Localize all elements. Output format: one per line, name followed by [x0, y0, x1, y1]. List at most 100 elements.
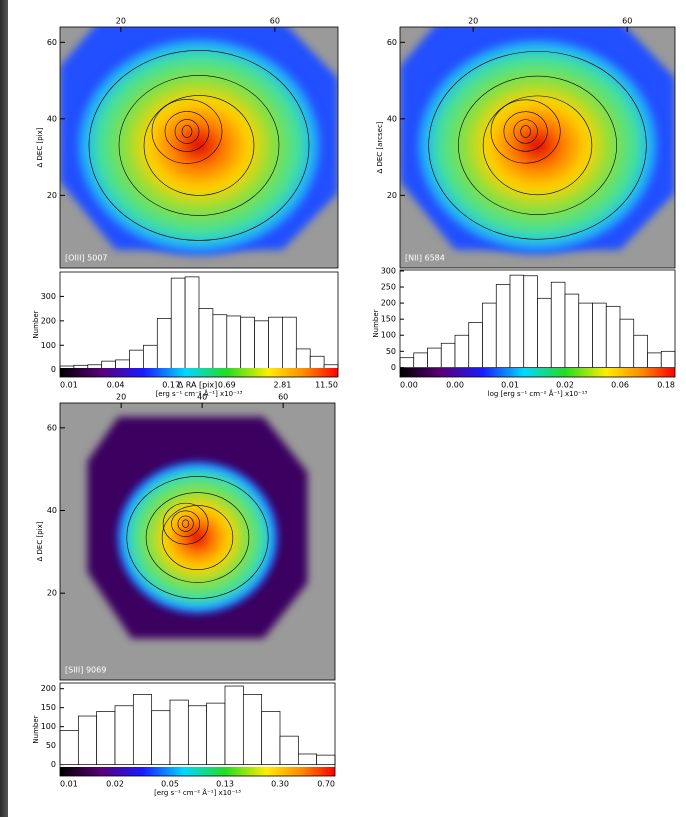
contour: [174, 119, 200, 144]
colorbar-tick-label: 0.13: [216, 780, 234, 789]
bar: [633, 334, 648, 368]
map-label: [SIII] 9069: [65, 666, 106, 675]
colorbar-tick-label: 2.81: [273, 381, 291, 390]
contour: [151, 99, 223, 164]
contour: [143, 95, 255, 196]
bar: [156, 318, 172, 371]
y-axis-label: Δ DEC [pix]: [36, 127, 44, 167]
x-tick-label: 40: [197, 393, 207, 402]
y-tick-label: 150: [41, 703, 56, 712]
colorbar: [400, 368, 675, 377]
colorbar-tick-label: 0.04: [107, 381, 125, 390]
colorbar-tick-label: 0.01: [501, 381, 519, 390]
map-emission: [117, 461, 278, 614]
map-emission: [74, 35, 324, 256]
hist-y-label: Number: [32, 715, 40, 743]
y-tick-label: 200: [381, 299, 396, 308]
bar: [647, 352, 662, 368]
x-axis-label: Δ RA [pix]: [178, 381, 218, 390]
y-axis-label: Δ DEC [arcsec]: [376, 121, 384, 173]
colorbar-tick-label: 0.01: [60, 780, 78, 789]
x-tick-label: 60: [278, 393, 288, 402]
bar: [170, 277, 186, 371]
y-tick-label: 150: [381, 315, 396, 324]
colorbar-tick-label: 0.17: [162, 381, 180, 390]
contour: [458, 75, 617, 215]
map-label: [OIII] 5007: [65, 254, 108, 263]
bar: [184, 276, 200, 371]
bar: [129, 349, 144, 371]
bar: [114, 705, 134, 765]
bar: [413, 352, 428, 368]
contour: [513, 119, 538, 144]
y-axis-label: Δ DEC [pix]: [36, 521, 44, 561]
bar: [297, 753, 318, 765]
hist-y-label: Number: [372, 309, 380, 337]
contour: [503, 111, 548, 152]
bar: [309, 355, 325, 371]
x-tick-label: 20: [468, 17, 478, 26]
bar: [468, 322, 483, 368]
bar: [509, 274, 525, 368]
map-y-tick-label: 60: [387, 38, 397, 47]
contour: [118, 75, 280, 216]
y-tick-label: 100: [381, 331, 396, 340]
y-tick-label: 300: [381, 266, 396, 275]
side-strip: [0, 0, 8, 817]
bar: [254, 320, 269, 371]
y-tick-label: 200: [41, 316, 56, 325]
map-frame: [59, 402, 336, 681]
map-frame: [399, 26, 676, 269]
colorbar-label: [erg s⁻¹ cm⁻² Å⁻¹] x10⁻¹³: [154, 788, 241, 797]
y-tick-label: 100: [41, 341, 56, 350]
hist-frame: [399, 269, 676, 378]
map-y-tick-label: 40: [387, 114, 397, 123]
map-y-tick-label: 60: [47, 423, 57, 432]
hist-frame: [59, 682, 336, 777]
colorbar-tick-label: 0.00: [400, 381, 418, 390]
contour: [171, 510, 201, 537]
y-tick-label: 50: [386, 347, 396, 356]
contour: [482, 95, 593, 196]
y-tick-label: 0: [51, 760, 56, 769]
colorbar-tick-label: 0.30: [271, 780, 289, 789]
colorbar-label: log [erg s⁻¹ cm⁻² Å⁻¹] x10⁻¹³: [488, 389, 588, 398]
bar: [279, 735, 299, 765]
contour: [181, 125, 193, 138]
colorbar-tick-label: 0.00: [446, 381, 464, 390]
x-tick-label: 60: [270, 17, 280, 26]
y-tick-label: 0: [391, 363, 396, 372]
colorbar-tick-label: 0.02: [106, 780, 124, 789]
map-y-tick-label: 20: [387, 191, 397, 200]
hist-frame: [59, 271, 339, 378]
bar: [605, 305, 621, 368]
bar: [427, 347, 442, 368]
bar: [660, 350, 676, 368]
bar: [268, 316, 283, 371]
bar: [592, 302, 607, 368]
x-tick-label: 20: [116, 393, 126, 402]
bar: [295, 348, 311, 371]
map-emission: [413, 36, 662, 255]
contour: [520, 125, 531, 138]
colorbar-tick-label: 0.05: [161, 780, 179, 789]
bar: [454, 334, 470, 368]
bar: [77, 715, 98, 765]
colorbar-tick-label: 0.01: [60, 381, 78, 390]
colorbar-label: [erg s⁻¹ cm⁻² Å⁻¹] x10⁻¹³: [156, 389, 243, 398]
colorbar: [60, 767, 335, 776]
colorbar-tick-label: 0.18: [657, 381, 675, 390]
hist-y-label: Number: [32, 310, 40, 338]
contour: [162, 502, 209, 545]
bar: [482, 302, 497, 368]
contour: [145, 492, 250, 583]
bar: [523, 275, 538, 368]
colorbar-tick-label: 0.69: [218, 381, 236, 390]
map-y-tick-label: 60: [47, 38, 57, 47]
colorbar-tick-label: 0.70: [317, 780, 335, 789]
map-y-tick-label: 40: [47, 506, 57, 515]
contour: [490, 99, 561, 164]
bar: [187, 705, 208, 765]
